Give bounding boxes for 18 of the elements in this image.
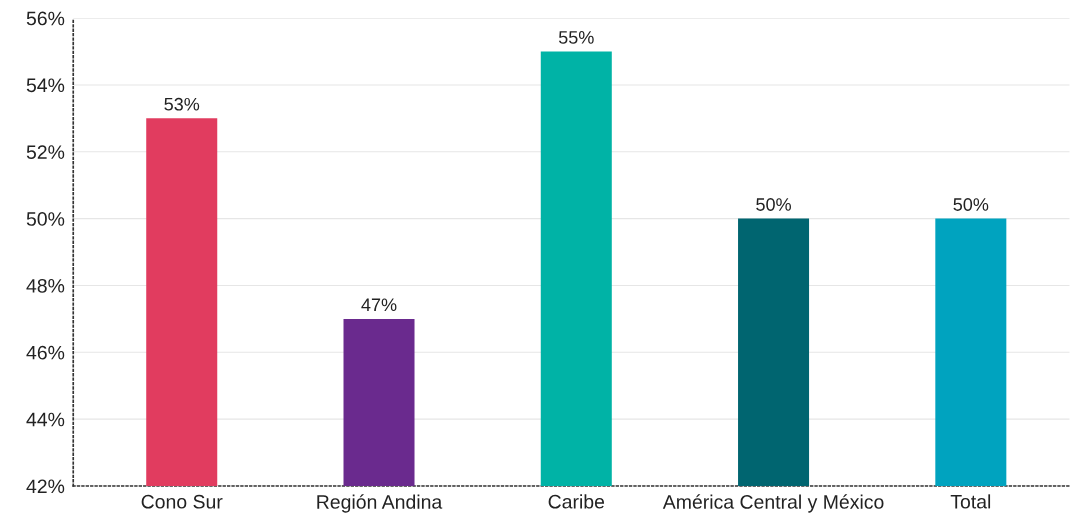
y-tick-label: 52% <box>26 145 65 160</box>
x-tick-label: Caribe <box>548 494 605 509</box>
y-tick-label: 44% <box>26 412 65 427</box>
data-label: 47% <box>361 298 397 312</box>
x-tick-label: Total <box>950 494 991 509</box>
data-label: 50% <box>953 198 989 211</box>
x-tick-label: Región Andina <box>317 494 443 513</box>
data-label: 55% <box>558 31 594 44</box>
x-tick-label: América Central y México <box>662 494 884 513</box>
x-tick-label: Cono Sur <box>141 494 223 509</box>
y-tick-label: 50% <box>26 212 65 226</box>
y-tick-label: 46% <box>26 345 65 360</box>
y-tick-label: 56% <box>26 11 65 26</box>
y-tick-label: 48% <box>26 278 65 293</box>
y-tick-label: 54% <box>26 78 65 93</box>
data-label: 53% <box>164 97 200 111</box>
data-label: 50% <box>756 198 791 211</box>
y-tick-label: 42% <box>26 479 65 494</box>
